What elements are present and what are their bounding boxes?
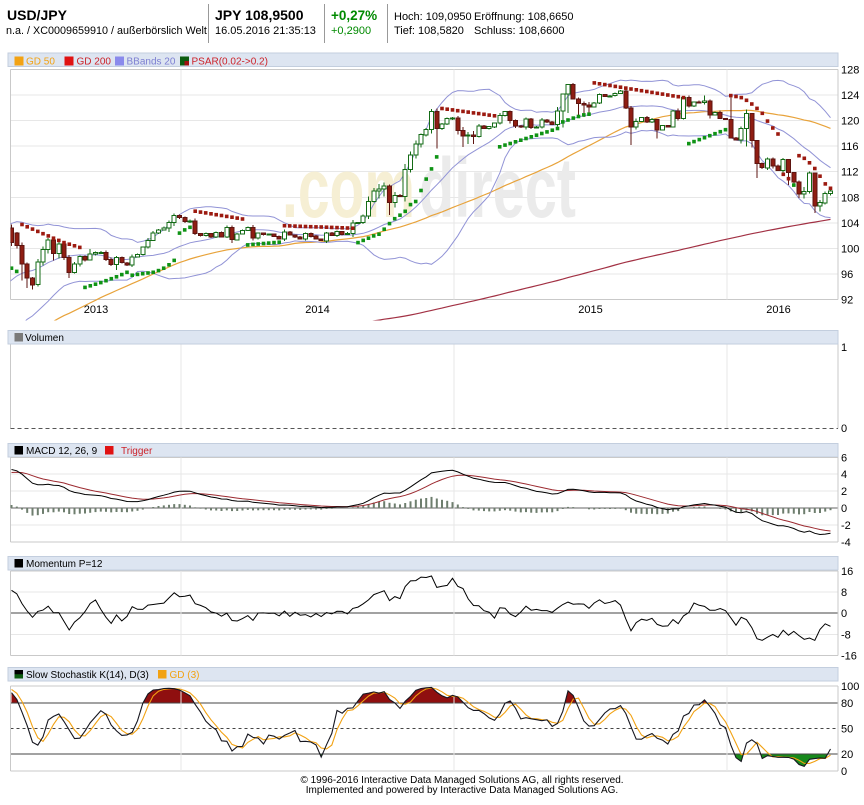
svg-text:GD 200: GD 200 [77,57,112,68]
svg-text:Eröffnung: 108,6650: Eröffnung: 108,6650 [474,11,574,23]
svg-text:0: 0 [841,503,847,515]
svg-text:PSAR(0.02->0.2): PSAR(0.02->0.2) [192,57,268,68]
svg-text:104: 104 [841,218,859,230]
svg-text:100: 100 [841,243,859,255]
svg-text:20: 20 [841,749,853,761]
svg-text:2016: 2016 [766,304,790,316]
svg-text:-2: -2 [841,520,851,532]
svg-text:112: 112 [841,167,859,179]
svg-text:2013: 2013 [84,304,108,316]
svg-text:USD/JPY: USD/JPY [7,7,68,23]
svg-text:2: 2 [841,486,847,498]
svg-text:direct: direct [419,141,576,235]
svg-text:Volumen: Volumen [25,333,64,344]
svg-text:Trigger: Trigger [121,446,153,457]
svg-text:6: 6 [841,452,847,464]
svg-text:0: 0 [841,423,847,435]
svg-text:+0,2900: +0,2900 [331,25,371,37]
svg-text:1: 1 [841,342,847,354]
svg-text:128: 128 [841,65,859,77]
svg-text:0: 0 [841,766,847,778]
svg-text:© 1996-2016 Interactive Data M: © 1996-2016 Interactive Data Managed Sol… [300,775,623,786]
svg-text:GD 50: GD 50 [26,57,55,68]
svg-text:n.a. / XC0009659910 / außerbör: n.a. / XC0009659910 / außerbörslich Welt [6,25,207,37]
svg-text:GD (3): GD (3) [170,670,200,681]
svg-text:JPY 108,9500: JPY 108,9500 [215,7,304,23]
svg-text:92: 92 [841,295,853,307]
svg-text:-4: -4 [841,537,851,549]
svg-text:50: 50 [841,723,853,735]
svg-text:Tief: 108,5820: Tief: 108,5820 [394,25,464,37]
svg-text:BBands 20: BBands 20 [127,57,176,68]
svg-text:.com: .com [282,141,415,235]
svg-text:+0,27%: +0,27% [331,8,377,23]
svg-text:-16: -16 [841,651,857,663]
svg-text:Momentum P=12: Momentum P=12 [26,559,103,570]
svg-text:120: 120 [841,116,859,128]
svg-text:2015: 2015 [578,304,602,316]
svg-text:MACD 12, 26, 9: MACD 12, 26, 9 [26,446,98,457]
svg-text:8: 8 [841,587,847,599]
svg-text:108: 108 [841,192,859,204]
svg-text:16.05.2016 21:35:13: 16.05.2016 21:35:13 [215,25,316,37]
svg-text:2014: 2014 [305,304,329,316]
svg-text:80: 80 [841,698,853,710]
svg-text:Slow Stochastik K(14), D(3): Slow Stochastik K(14), D(3) [26,670,149,681]
svg-text:100: 100 [841,681,859,693]
svg-text:16: 16 [841,566,853,578]
svg-text:-8: -8 [841,629,851,641]
svg-text:124: 124 [841,90,859,102]
svg-text:Hoch: 109,0950: Hoch: 109,0950 [394,11,472,23]
svg-text:96: 96 [841,269,853,281]
svg-text:Implemented and powered by Int: Implemented and powered by Interactive D… [306,785,618,796]
svg-text:0: 0 [841,608,847,620]
svg-text:Schluss: 108,6600: Schluss: 108,6600 [474,25,565,37]
svg-text:116: 116 [841,141,859,153]
svg-text:4: 4 [841,469,847,481]
